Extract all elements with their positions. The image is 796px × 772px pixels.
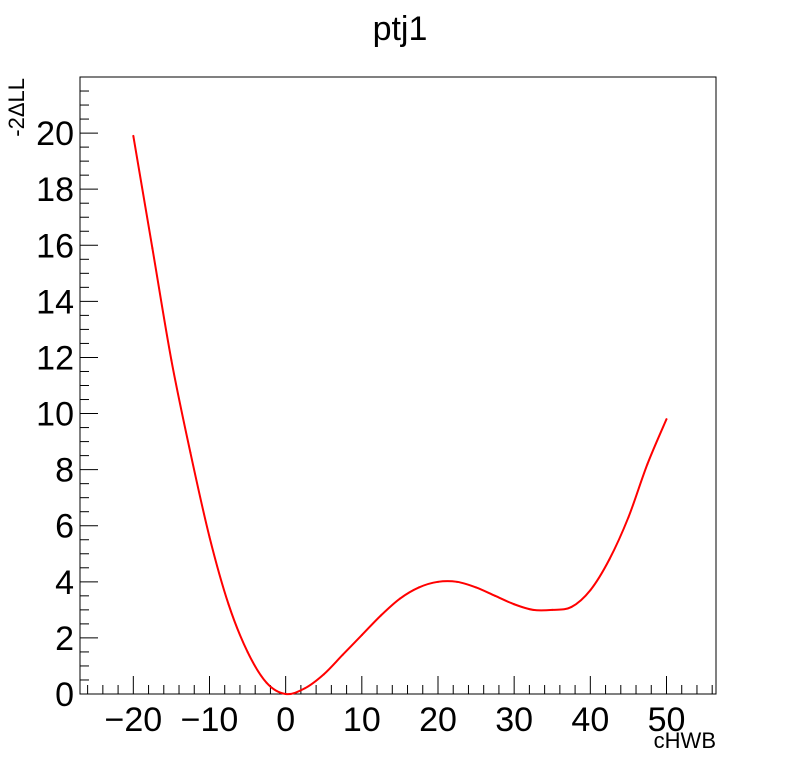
x-tick-label: 0 [276, 701, 295, 739]
data-point [417, 586, 420, 589]
data-point [398, 597, 401, 600]
y-axis-label: -2ΔLL [4, 78, 29, 137]
x-tick-label: −20 [104, 701, 162, 739]
y-tick-label: 0 [55, 676, 74, 714]
y-tick-label: 6 [55, 508, 74, 546]
data-point [608, 558, 611, 561]
y-tick-label: 10 [36, 396, 74, 434]
data-point [570, 606, 573, 609]
y-tick-label: 18 [36, 171, 74, 209]
data-point [494, 594, 497, 597]
x-tick-label: 50 [648, 701, 686, 739]
data-point [303, 687, 306, 690]
x-tick-label: 10 [343, 701, 381, 739]
x-tick-label: −10 [181, 701, 239, 739]
data-point [246, 650, 249, 653]
data-point [646, 463, 649, 466]
data-point [379, 614, 382, 617]
y-tick-label: 16 [36, 227, 74, 265]
data-point [132, 134, 135, 137]
y-tick-label: 4 [55, 564, 74, 602]
data-point [551, 608, 554, 611]
data-point [265, 681, 268, 684]
data-point [208, 535, 211, 538]
data-point [322, 673, 325, 676]
x-tick-label: 40 [571, 701, 609, 739]
x-tick-label: 30 [495, 701, 533, 739]
data-point [665, 418, 668, 421]
y-axis-ticks [80, 76, 98, 695]
data-point [589, 589, 592, 592]
y-axis-tick-labels: 0 2 4 6 8 10 12 14 16 18 20 [36, 115, 74, 714]
data-point [151, 247, 154, 250]
x-axis-label: cHWB [654, 728, 716, 753]
y-tick-label: 2 [55, 620, 74, 658]
series-group [132, 134, 668, 696]
x-axis-ticks [87, 676, 713, 694]
data-point [475, 586, 478, 589]
data-point [436, 580, 439, 583]
data-point [284, 693, 287, 695]
data-point [532, 608, 535, 611]
x-axis-tick-labels: −20 −10 0 10 20 30 40 50 [104, 701, 685, 739]
y-tick-label: 20 [36, 115, 74, 153]
data-point [341, 653, 344, 656]
data-point [170, 359, 173, 362]
data-point [513, 603, 516, 606]
x-tick-label: 20 [419, 701, 457, 739]
data-point [360, 634, 363, 637]
y-tick-label: 8 [55, 452, 74, 490]
data-point [227, 603, 230, 606]
series-line-0 [132, 135, 668, 696]
chart-title: ptj1 [373, 10, 428, 48]
y-tick-label: 14 [36, 283, 74, 321]
data-point [627, 516, 630, 519]
data-point [456, 580, 459, 583]
data-point [189, 451, 192, 454]
y-tick-label: 12 [36, 339, 74, 377]
